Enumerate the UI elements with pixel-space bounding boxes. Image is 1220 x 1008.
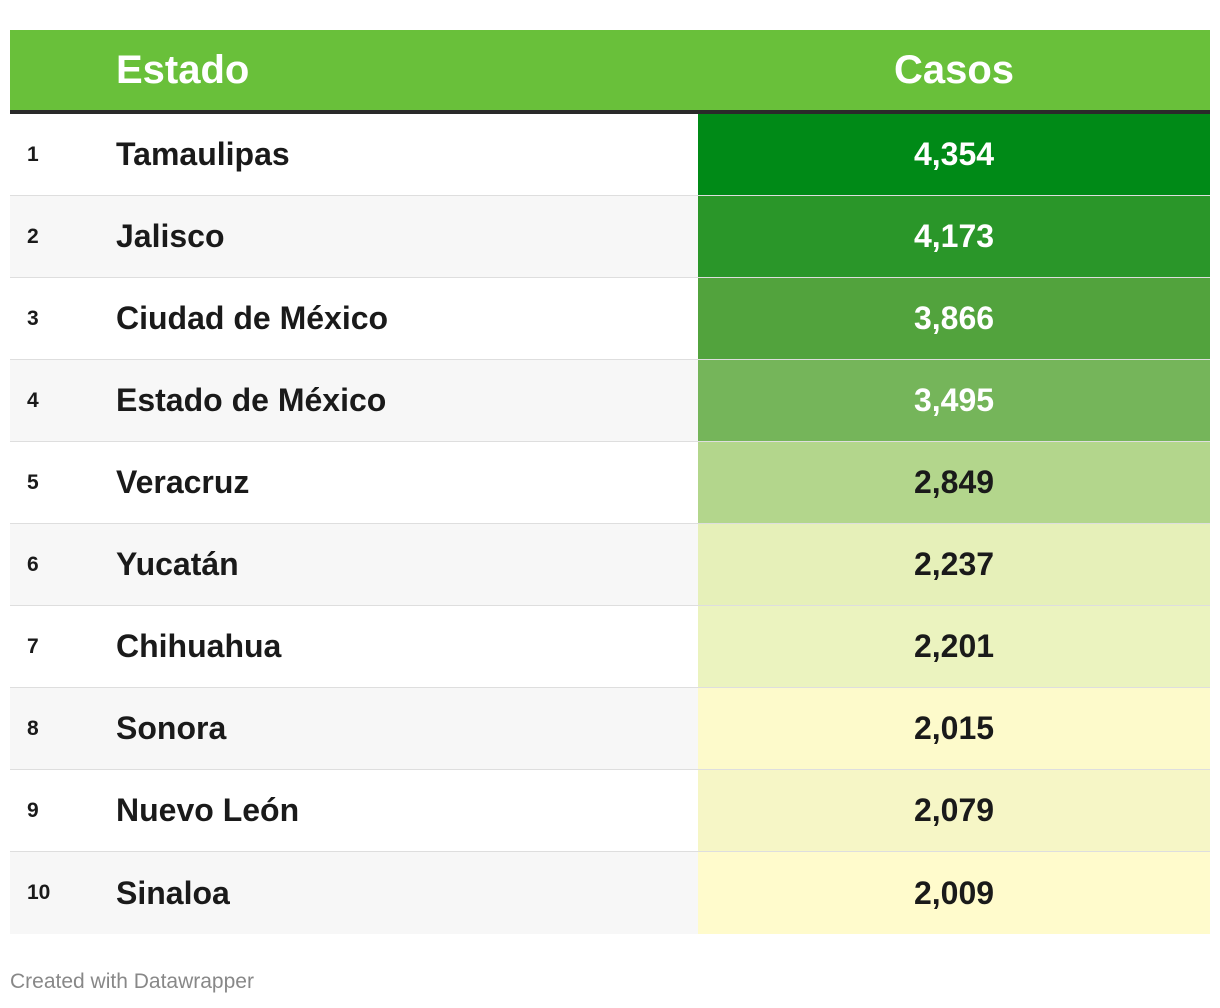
row-casos-value: 2,015 xyxy=(698,688,1210,769)
row-estado: Yucatán xyxy=(116,546,239,582)
row-estado: Tamaulipas xyxy=(116,136,290,172)
table-header: Estado Casos xyxy=(10,30,1210,114)
row-estado: Jalisco xyxy=(116,218,225,254)
row-rank: 10 xyxy=(27,881,51,904)
header-casos[interactable]: Casos xyxy=(893,47,1015,92)
row-rank: 1 xyxy=(27,142,39,166)
row-rank: 6 xyxy=(27,552,39,576)
datawrapper-credit[interactable]: Created with Datawrapper xyxy=(10,970,254,993)
row-estado: Sonora xyxy=(116,710,227,746)
row-estado: Sinaloa xyxy=(116,874,230,911)
table-row: 8 Sonora 2,015 xyxy=(10,688,1210,770)
row-casos-value: 2,009 xyxy=(698,852,1210,934)
row-estado: Nuevo León xyxy=(116,792,300,828)
table-row: 5 Veracruz 2,849 xyxy=(10,442,1210,524)
row-casos-value: 2,849 xyxy=(698,442,1210,523)
table-row: 3 Ciudad de México 3,866 xyxy=(10,278,1210,360)
row-rank: 2 xyxy=(27,224,39,248)
row-rank: 3 xyxy=(27,306,39,330)
header-estado[interactable]: Estado xyxy=(116,47,250,92)
table-row: 1 Tamaulipas 4,354 xyxy=(10,114,1210,196)
row-estado: Chihuahua xyxy=(116,628,282,664)
data-table: Estado Casos 1 Tamaulipas 4,354 2 Jalisco 4,1… xyxy=(10,30,1210,934)
table-body: 1 Tamaulipas 4,354 2 Jalisco 4,173 3 Ciudad de … xyxy=(10,114,1210,934)
table-row: 10 Sinaloa 2,009 xyxy=(10,852,1210,934)
table-row: 9 Nuevo León 2,079 xyxy=(10,770,1210,852)
table-row: 7 Chihuahua 2,201 xyxy=(10,606,1210,688)
row-estado: Estado de México xyxy=(116,382,387,418)
row-rank: 7 xyxy=(27,634,39,658)
row-rank: 5 xyxy=(27,470,39,494)
row-rank: 4 xyxy=(27,388,39,412)
row-rank: 8 xyxy=(27,716,39,740)
row-casos-value: 2,237 xyxy=(698,524,1210,605)
table-row: 4 Estado de México 3,495 xyxy=(10,360,1210,442)
row-casos-value: 3,495 xyxy=(698,360,1210,441)
table-row: 2 Jalisco 4,173 xyxy=(10,196,1210,278)
row-casos-value: 3,866 xyxy=(698,278,1210,359)
row-casos-value: 2,201 xyxy=(698,606,1210,687)
row-rank: 9 xyxy=(27,798,39,822)
row-casos-value: 4,173 xyxy=(698,196,1210,277)
row-estado: Ciudad de México xyxy=(116,300,389,336)
table-row: 6 Yucatán 2,237 xyxy=(10,524,1210,606)
row-casos-value: 4,354 xyxy=(698,114,1210,195)
row-estado: Veracruz xyxy=(116,464,250,500)
row-casos-value: 2,079 xyxy=(698,770,1210,851)
